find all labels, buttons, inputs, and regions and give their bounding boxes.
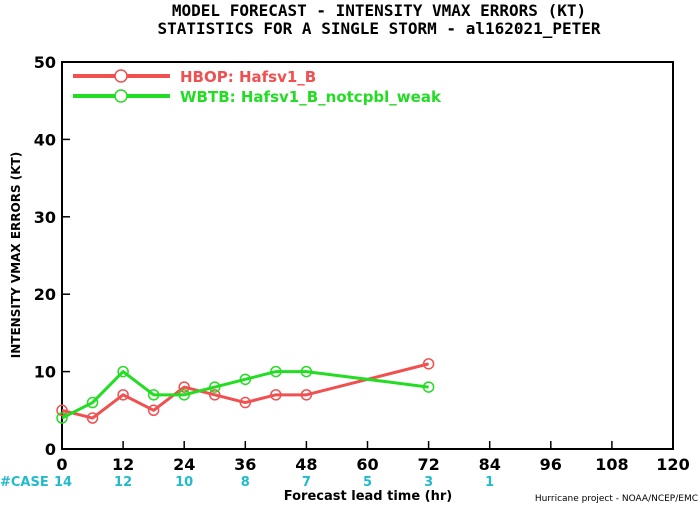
series-line-2: [61, 370, 429, 420]
x-tick-label: 12: [112, 455, 134, 474]
legend-marker-1: [114, 69, 128, 83]
legend-marker-2: [114, 89, 128, 103]
case-count: 12: [114, 475, 132, 490]
series-2-point: [117, 365, 129, 378]
y-tick-label: 40: [34, 130, 56, 149]
y-tick-label: 10: [34, 363, 56, 382]
series-2-point: [86, 396, 99, 409]
x-tick-label: 0: [56, 455, 67, 474]
series-1-point: [86, 412, 99, 424]
chart-title-line-1: MODEL FORECAST - INTENSITY VMAX ERRORS (…: [172, 1, 586, 20]
legend-label-2: WBTB: Hafsv1_B_notcpbl_weak: [180, 88, 442, 106]
series-1-point: [147, 404, 160, 417]
case-count: 8: [241, 475, 250, 490]
series-2-point: [147, 389, 160, 401]
x-tick-label: 36: [234, 455, 256, 474]
x-tick-label: 48: [295, 455, 317, 474]
series-2-point: [270, 365, 282, 378]
series-2-point: [209, 381, 221, 393]
x-tick-label: 120: [656, 455, 689, 474]
series-2-point: [56, 412, 68, 424]
series-2-point: [239, 373, 252, 386]
series-1-point: [422, 358, 435, 370]
series-2-point: [178, 389, 190, 401]
x-tick-label: 108: [595, 455, 628, 474]
x-tick-label: 24: [173, 455, 195, 474]
series-2-point: [300, 365, 313, 378]
series-1-point: [178, 381, 190, 393]
series-1-point: [56, 404, 68, 417]
y-tick-label: 20: [34, 285, 56, 304]
case-count: 5: [363, 475, 372, 490]
case-count: 7: [302, 475, 311, 490]
series-1-point: [209, 389, 221, 401]
series-1-point: [270, 389, 282, 401]
case-count: 14: [54, 475, 72, 490]
x-tick-label: 84: [479, 455, 501, 474]
credit-text: Hurricane project - NOAA/NCEP/EMC: [535, 494, 698, 504]
series-1-point: [117, 389, 129, 401]
case-count: 1: [485, 475, 494, 490]
series-line-1: [61, 362, 429, 420]
x-tick-label: 72: [417, 455, 439, 474]
x-axis-ticks: 0 12 24 36 48 60 72 84 96 108 120: [56, 441, 690, 474]
y-tick-label: 50: [34, 53, 56, 72]
series-1-point: [239, 396, 252, 409]
series-1-point: [300, 389, 313, 401]
y-tick-label: 0: [45, 440, 56, 459]
case-label: #CASE: [0, 475, 49, 490]
x-axis-label: Forecast lead time (hr): [284, 489, 452, 504]
y-axis-ticks: 0 10 20 30 40 50: [34, 53, 70, 459]
series-layer: [56, 358, 435, 424]
case-count: 3: [424, 475, 433, 490]
x-tick-label: 96: [540, 455, 562, 474]
x-tick-label: 60: [356, 455, 378, 474]
y-tick-label: 30: [34, 208, 56, 227]
chart-title-line-2: STATISTICS FOR A SINGLE STORM - al162021…: [157, 19, 600, 38]
legend-label-1: HBOP: Hafsv1_B: [180, 68, 316, 86]
series-2-point: [422, 381, 435, 393]
case-count-row: #CASE 14 12 10 8 7 5 3 1: [0, 475, 494, 490]
y-axis-label: INTENSITY VMAX ERRORS (KT): [9, 152, 23, 358]
legend: HBOP: Hafsv1_B WBTB: Hafsv1_B_notcpbl_wea…: [73, 68, 442, 106]
case-count: 10: [175, 475, 193, 490]
